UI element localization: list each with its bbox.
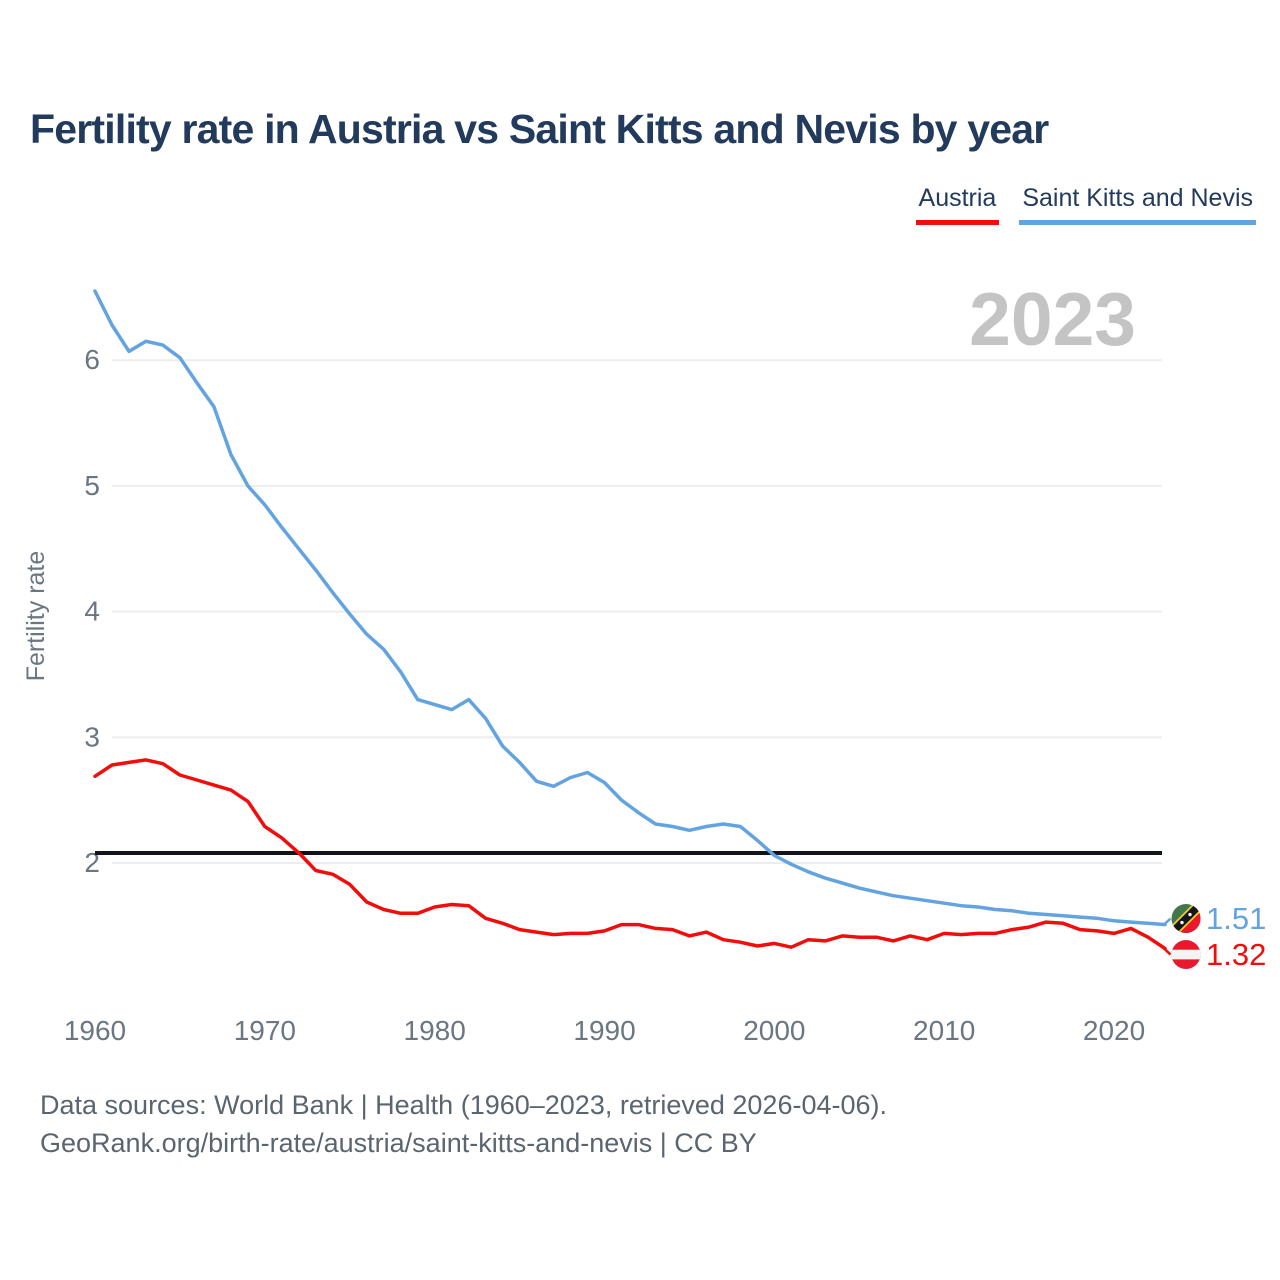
saint-kitts-and-nevis-flag-icon: [1171, 904, 1201, 934]
legend-item-saint-kitts-and-nevis[interactable]: Saint Kitts and Nevis: [1019, 184, 1256, 225]
end-value-label-austria: 1.32: [1206, 937, 1266, 972]
austria-flag-icon: [1171, 940, 1201, 970]
x-tick-label: 1980: [404, 1015, 466, 1046]
legend-item-austria[interactable]: Austria: [915, 184, 1000, 225]
legend: Austria Saint Kitts and Nevis: [915, 184, 1256, 225]
x-tick-label: 2000: [743, 1015, 805, 1046]
x-tick-label: 1960: [64, 1015, 126, 1046]
x-tick-label: 1970: [234, 1015, 296, 1046]
year-watermark: 2023: [969, 277, 1136, 361]
end-connector-saint-kitts-and-nevis: [1163, 917, 1172, 926]
page-title: Fertility rate in Austria vs Saint Kitts…: [30, 106, 1049, 152]
y-tick-label: 5: [84, 470, 100, 501]
x-tick-label: 2010: [913, 1015, 975, 1046]
y-tick-label: 3: [84, 721, 100, 752]
data-sources-line: Data sources: World Bank | Health (1960–…: [40, 1090, 887, 1120]
series-line-saint-kitts-and-nevis: [93, 289, 1167, 927]
x-tick-label: 1990: [573, 1015, 635, 1046]
end-value-label-saint-kitts-and-nevis: 1.51: [1206, 901, 1266, 936]
x-tick-label: 2020: [1083, 1015, 1145, 1046]
y-tick-label: 4: [84, 596, 100, 627]
chart-footer: Data sources: World Bank | Health (1960–…: [40, 1086, 1240, 1162]
end-connector-austria: [1163, 947, 1172, 956]
series-line-austria: [93, 758, 1167, 951]
y-axis-label: Fertility rate: [22, 551, 50, 682]
attribution-line: GeoRank.org/birth-rate/austria/saint-kit…: [40, 1128, 757, 1158]
y-tick-label: 6: [84, 344, 100, 375]
